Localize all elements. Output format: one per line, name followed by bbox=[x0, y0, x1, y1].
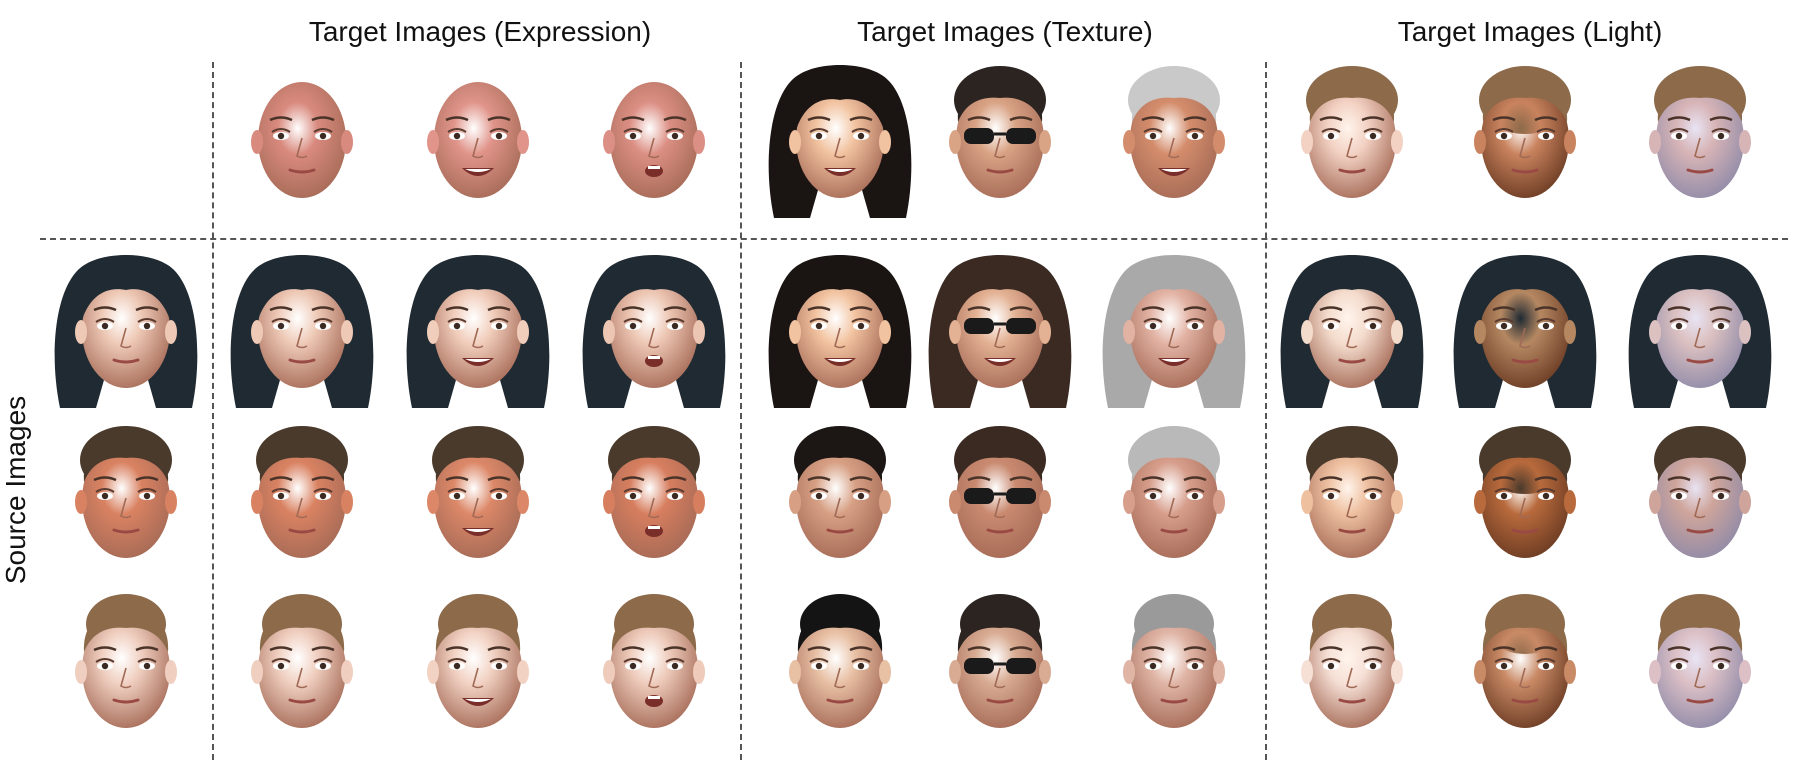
result-face-r1-c8 bbox=[1440, 250, 1610, 410]
face-icon bbox=[1301, 426, 1403, 558]
source-face-2 bbox=[41, 420, 211, 580]
face-icon bbox=[949, 594, 1051, 728]
face-icon bbox=[789, 426, 891, 558]
divider-expression-texture bbox=[740, 62, 742, 760]
result-face-r3-c1 bbox=[217, 590, 387, 750]
result-face-r1-c3 bbox=[569, 250, 739, 410]
target-face-light-3 bbox=[1615, 60, 1785, 220]
source-face-3 bbox=[41, 590, 211, 750]
face-icon bbox=[768, 65, 912, 218]
title-expression: Target Images (Expression) bbox=[308, 16, 652, 47]
face-icon bbox=[1102, 255, 1246, 408]
face-icon bbox=[928, 255, 1072, 408]
face-icon bbox=[603, 426, 705, 558]
face-icon bbox=[1453, 255, 1597, 408]
divider-target-row bbox=[40, 238, 1788, 240]
result-face-r1-c7 bbox=[1267, 250, 1437, 410]
result-face-r3-c5 bbox=[915, 590, 1085, 750]
result-face-r2-c8 bbox=[1440, 420, 1610, 580]
target-face-light-1 bbox=[1267, 60, 1437, 220]
face-icon bbox=[406, 255, 550, 408]
result-face-r2-c1 bbox=[217, 420, 387, 580]
target-face-texture-3 bbox=[1089, 60, 1259, 220]
result-face-r2-c2 bbox=[393, 420, 563, 580]
face-icon bbox=[789, 594, 891, 728]
face-icon bbox=[949, 426, 1051, 558]
face-icon bbox=[251, 82, 353, 198]
result-face-r1-c5 bbox=[915, 250, 1085, 410]
result-face-r3-c4 bbox=[755, 590, 925, 750]
target-face-light-2 bbox=[1440, 60, 1610, 220]
title-texture: Target Images (Texture) bbox=[857, 16, 1153, 47]
result-face-r3-c8 bbox=[1440, 590, 1610, 750]
face-icon bbox=[1474, 594, 1576, 728]
face-icon bbox=[230, 255, 374, 408]
face-icon bbox=[1301, 594, 1403, 728]
face-icon bbox=[1123, 426, 1225, 558]
face-icon bbox=[251, 426, 353, 558]
face-icon bbox=[427, 426, 529, 558]
result-face-r1-c9 bbox=[1615, 250, 1785, 410]
result-face-r1-c1 bbox=[217, 250, 387, 410]
divider-source-column bbox=[212, 62, 214, 760]
result-face-r1-c4 bbox=[755, 250, 925, 410]
face-icon bbox=[1301, 66, 1403, 198]
face-icon bbox=[75, 426, 177, 558]
face-icon bbox=[1280, 255, 1424, 408]
result-face-r3-c3 bbox=[569, 590, 739, 750]
title-light: Target Images (Light) bbox=[1397, 16, 1663, 47]
face-icon bbox=[603, 82, 705, 198]
result-face-r3-c7 bbox=[1267, 590, 1437, 750]
face-icon bbox=[1649, 594, 1751, 728]
result-face-r2-c9 bbox=[1615, 420, 1785, 580]
result-face-r2-c4 bbox=[755, 420, 925, 580]
face-icon bbox=[251, 594, 353, 728]
result-face-r3-c9 bbox=[1615, 590, 1785, 750]
source-images-label: Source Images bbox=[0, 395, 31, 585]
face-icon bbox=[75, 594, 177, 728]
face-icon bbox=[949, 66, 1051, 198]
result-face-r1-c2 bbox=[393, 250, 563, 410]
target-face-texture-2 bbox=[915, 60, 1085, 220]
divider-texture-light bbox=[1265, 62, 1267, 760]
face-icon bbox=[1474, 66, 1576, 198]
face-icon bbox=[603, 594, 705, 728]
target-face-expression-1 bbox=[217, 60, 387, 220]
target-face-texture-1 bbox=[755, 60, 925, 220]
result-face-r2-c6 bbox=[1089, 420, 1259, 580]
face-icon bbox=[427, 82, 529, 198]
result-face-r2-c7 bbox=[1267, 420, 1437, 580]
face-icon bbox=[1123, 594, 1225, 728]
result-face-r2-c3 bbox=[569, 420, 739, 580]
result-face-r3-c6 bbox=[1089, 590, 1259, 750]
result-face-r1-c6 bbox=[1089, 250, 1259, 410]
face-icon bbox=[768, 255, 912, 408]
face-icon bbox=[427, 594, 529, 728]
result-face-r3-c2 bbox=[393, 590, 563, 750]
face-icon bbox=[1123, 66, 1225, 198]
target-face-expression-2 bbox=[393, 60, 563, 220]
face-icon bbox=[1474, 426, 1576, 558]
result-face-r2-c5 bbox=[915, 420, 1085, 580]
source-face-1 bbox=[41, 250, 211, 410]
face-icon bbox=[1649, 66, 1751, 198]
face-icon bbox=[582, 255, 726, 408]
face-icon bbox=[54, 255, 198, 408]
face-icon bbox=[1649, 426, 1751, 558]
face-icon bbox=[1628, 255, 1772, 408]
target-face-expression-3 bbox=[569, 60, 739, 220]
